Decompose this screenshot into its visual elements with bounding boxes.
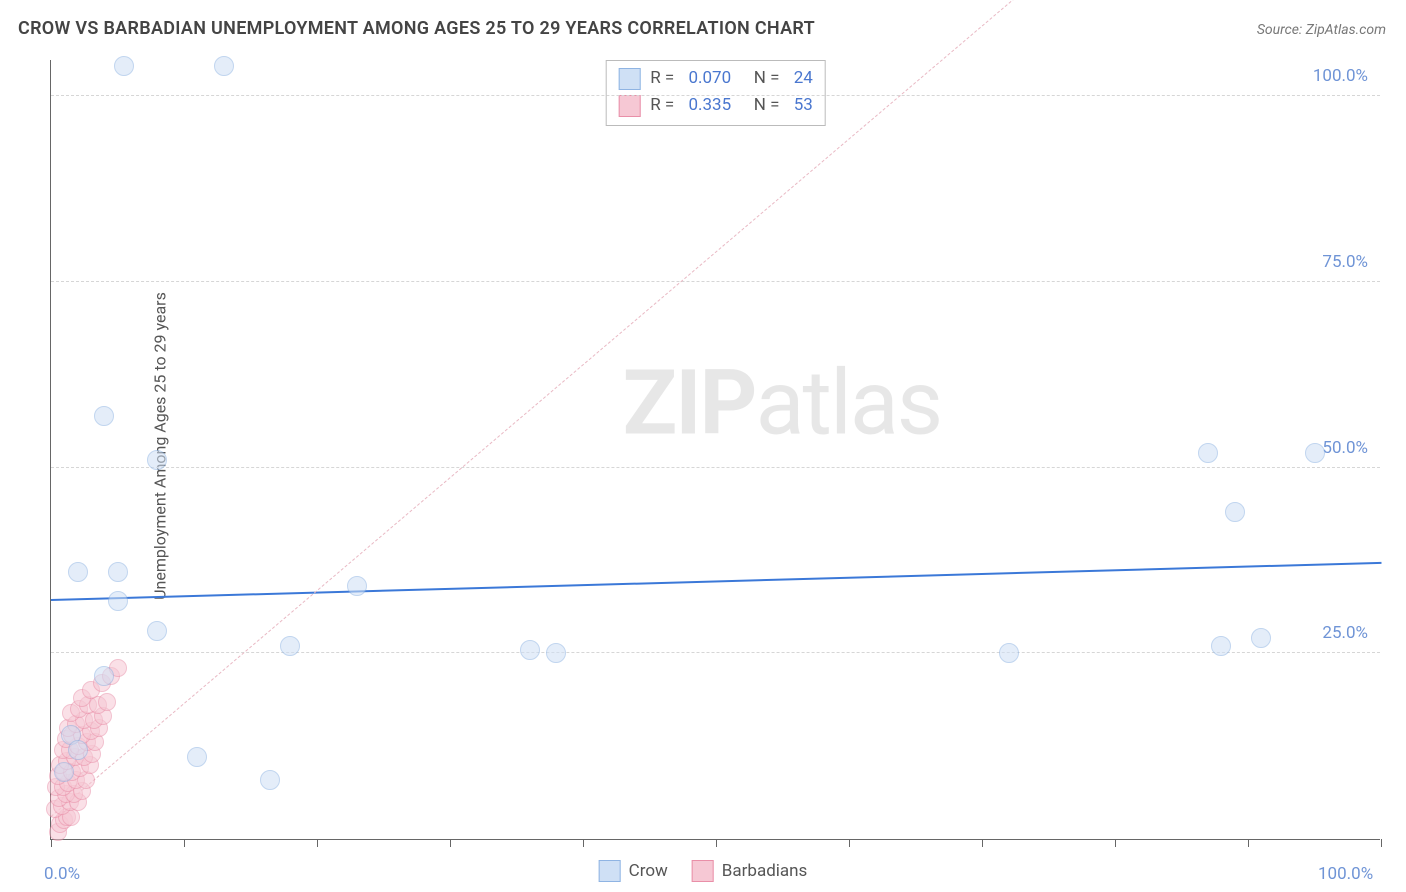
y-tick-label: 50.0% bbox=[1322, 438, 1368, 458]
x-tick bbox=[716, 839, 717, 847]
legend-item-barbadians: Barbadians bbox=[692, 860, 808, 882]
data-point-crow bbox=[347, 576, 367, 596]
data-point-crow bbox=[999, 643, 1019, 663]
data-point-crow bbox=[68, 562, 88, 582]
correlation-stats-box: R = 0.070 N = 24R = 0.335 N = 53 bbox=[605, 60, 826, 126]
x-tick bbox=[184, 839, 185, 847]
y-tick-label: 75.0% bbox=[1322, 252, 1368, 272]
stat-R-value: 0.070 bbox=[688, 65, 731, 92]
x-tick bbox=[51, 839, 52, 847]
gridline bbox=[51, 652, 1380, 653]
data-point-crow bbox=[187, 747, 207, 767]
scatter-plot-area: ZIPatlas R = 0.070 N = 24R = 0.335 N = 5… bbox=[50, 60, 1380, 840]
stat-R-label: R = bbox=[650, 92, 678, 119]
stat-N-label: N = bbox=[741, 65, 784, 92]
data-point-crow bbox=[1211, 636, 1231, 656]
swatch-icon bbox=[618, 95, 640, 117]
data-point-crow bbox=[280, 636, 300, 656]
x-tick bbox=[1115, 839, 1116, 847]
x-tick bbox=[849, 839, 850, 847]
legend-item-crow: Crow bbox=[599, 860, 668, 882]
stat-N-label: N = bbox=[741, 92, 784, 119]
source-attribution: Source: ZipAtlas.com bbox=[1257, 22, 1386, 38]
data-point-barbadians bbox=[98, 693, 116, 711]
data-point-crow bbox=[1225, 502, 1245, 522]
gridline bbox=[51, 467, 1380, 468]
stat-R-label: R = bbox=[650, 65, 678, 92]
x-tick-label: 0.0% bbox=[44, 864, 80, 884]
stats-row-barbadians: R = 0.335 N = 53 bbox=[618, 92, 813, 119]
stats-row-crow: R = 0.070 N = 24 bbox=[618, 65, 813, 92]
y-tick-label: 25.0% bbox=[1322, 623, 1368, 643]
stat-R-value: 0.335 bbox=[688, 92, 731, 119]
swatch-icon bbox=[692, 860, 714, 882]
x-tick bbox=[1248, 839, 1249, 847]
gridline bbox=[51, 95, 1380, 96]
legend-label: Barbadians bbox=[722, 861, 808, 881]
stat-N-value: 53 bbox=[794, 92, 813, 119]
swatch-icon bbox=[599, 860, 621, 882]
x-tick bbox=[1381, 839, 1382, 847]
trend-line-crow bbox=[51, 562, 1381, 601]
data-point-crow bbox=[546, 643, 566, 663]
swatch-icon bbox=[618, 68, 640, 90]
x-tick bbox=[982, 839, 983, 847]
data-point-crow bbox=[214, 56, 234, 76]
data-point-crow bbox=[108, 591, 128, 611]
data-point-crow bbox=[260, 770, 280, 790]
data-point-crow bbox=[520, 640, 540, 660]
data-point-crow bbox=[54, 762, 74, 782]
stat-N-value: 24 bbox=[794, 65, 813, 92]
data-point-crow bbox=[94, 406, 114, 426]
data-point-crow bbox=[1251, 628, 1271, 648]
data-point-crow bbox=[147, 450, 167, 470]
y-tick-label: 100.0% bbox=[1313, 66, 1368, 86]
watermark-bold: ZIP bbox=[623, 350, 756, 455]
chart-title: CROW VS BARBADIAN UNEMPLOYMENT AMONG AGE… bbox=[18, 18, 815, 39]
watermark-rest: atlas bbox=[756, 350, 942, 455]
x-tick bbox=[450, 839, 451, 847]
data-point-crow bbox=[114, 56, 134, 76]
x-tick bbox=[583, 839, 584, 847]
data-point-crow bbox=[108, 562, 128, 582]
data-point-crow bbox=[94, 666, 114, 686]
watermark: ZIPatlas bbox=[623, 350, 942, 455]
legend-label: Crow bbox=[629, 861, 668, 881]
legend: Crow Barbadians bbox=[599, 860, 808, 882]
data-point-crow bbox=[1305, 443, 1325, 463]
data-point-crow bbox=[1198, 443, 1218, 463]
data-point-crow bbox=[147, 621, 167, 641]
gridline bbox=[51, 281, 1380, 282]
data-point-crow bbox=[68, 740, 88, 760]
x-tick bbox=[317, 839, 318, 847]
x-tick-label: 100.0% bbox=[1318, 864, 1373, 884]
